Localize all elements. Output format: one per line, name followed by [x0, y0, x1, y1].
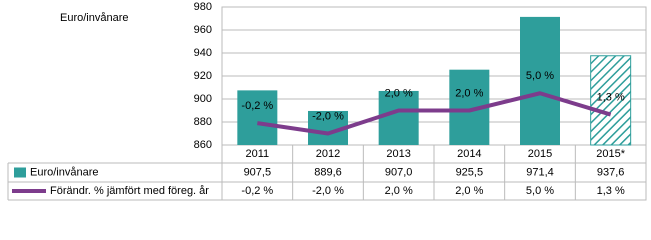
- y-tick-label: 880: [194, 116, 212, 128]
- legend-key: [14, 167, 26, 178]
- bar: [590, 55, 632, 146]
- legend-label: Euro/invånare: [30, 166, 99, 178]
- y-axis-label: Euro/invånare: [60, 12, 129, 24]
- table-value: 889,6: [314, 166, 342, 178]
- table-value: 2,0 %: [385, 185, 413, 197]
- bar: [378, 90, 419, 145]
- y-tick-label: 940: [194, 47, 212, 59]
- x-tick-label: 2012: [316, 148, 340, 160]
- x-tick-label: 2014: [457, 148, 481, 160]
- table-value: 937,6: [597, 166, 625, 178]
- table-value: 907,5: [244, 166, 272, 178]
- y-tick-label: 980: [194, 1, 212, 13]
- table-value: 1,3 %: [597, 185, 625, 197]
- bar: [520, 16, 560, 145]
- y-tick-label: 900: [194, 93, 212, 105]
- y-tick-label: 860: [194, 139, 212, 151]
- y-tick-label: 920: [194, 70, 212, 82]
- table-value: 5,0 %: [526, 185, 554, 197]
- line: [257, 91, 612, 136]
- table-value: -0,2 %: [241, 185, 273, 197]
- data-label: 1,3 %: [597, 91, 625, 103]
- x-tick-label: 2013: [386, 148, 410, 160]
- y-tick-label: 960: [194, 24, 212, 36]
- data-label: 2,0 %: [385, 87, 413, 99]
- table-value: 907,0: [385, 166, 413, 178]
- chart: Euro/invånare 860 880 900 920 940 960 980 2011 2…: [7, 1, 647, 201]
- x-tick-label: 2015: [528, 148, 552, 160]
- bar: [237, 90, 278, 145]
- table-value: -2,0 %: [312, 185, 344, 197]
- table-value: 971,4: [526, 166, 554, 178]
- data-label: -0,2 %: [241, 100, 273, 112]
- table-value: 925,5: [456, 166, 484, 178]
- data-label: 2,0 %: [455, 87, 483, 99]
- legend-label: Förändr. % jämfört med föreg. år: [50, 185, 209, 197]
- x-tick-label: 2015*: [596, 148, 625, 160]
- data-label: 5,0 %: [526, 70, 554, 82]
- data-label: -2,0 %: [312, 110, 344, 122]
- x-tick-label: 2011: [246, 148, 270, 160]
- table-value: 2,0 %: [455, 185, 483, 197]
